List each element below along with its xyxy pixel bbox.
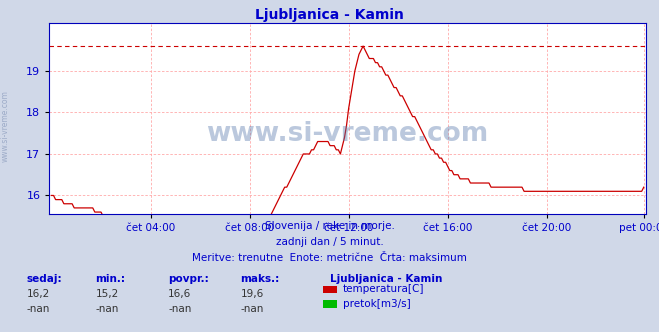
Text: Ljubljanica - Kamin: Ljubljanica - Kamin [255,8,404,22]
Text: 16,6: 16,6 [168,289,191,299]
Text: -nan: -nan [241,304,264,314]
Text: 19,6: 19,6 [241,289,264,299]
Text: povpr.:: povpr.: [168,274,209,284]
Text: -nan: -nan [26,304,49,314]
Text: pretok[m3/s]: pretok[m3/s] [343,299,411,309]
Text: www.si-vreme.com: www.si-vreme.com [1,90,10,162]
Text: -nan: -nan [168,304,191,314]
Text: 15,2: 15,2 [96,289,119,299]
Text: www.si-vreme.com: www.si-vreme.com [206,121,489,147]
Text: -nan: -nan [96,304,119,314]
Text: Slovenija / reke in morje.: Slovenija / reke in morje. [264,221,395,231]
Text: zadnji dan / 5 minut.: zadnji dan / 5 minut. [275,237,384,247]
Text: maks.:: maks.: [241,274,280,284]
Text: 16,2: 16,2 [26,289,49,299]
Text: sedaj:: sedaj: [26,274,62,284]
Text: Meritve: trenutne  Enote: metrične  Črta: maksimum: Meritve: trenutne Enote: metrične Črta: … [192,253,467,263]
Text: temperatura[C]: temperatura[C] [343,284,424,294]
Text: min.:: min.: [96,274,126,284]
Text: Ljubljanica - Kamin: Ljubljanica - Kamin [330,274,442,284]
